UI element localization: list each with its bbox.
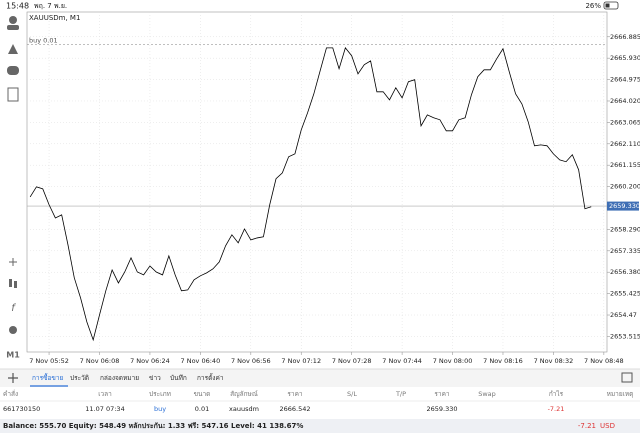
x-tick-label: 7 Nov 06:40 xyxy=(181,357,221,365)
column-header: ราคา xyxy=(434,390,449,398)
x-tick-label: 7 Nov 08:48 xyxy=(584,357,624,365)
chat-icon[interactable] xyxy=(7,66,19,75)
column-header: Swap xyxy=(478,390,496,398)
trade-table: คำสั่ง เวลา ประเภท ขนาด สัญลักษณ์ ราคา S/L T/P ร… xyxy=(0,389,640,413)
column-header: กำไร xyxy=(549,390,564,398)
account-summary: Balance: 555.70 Equity: 548.49 หลักประกั… xyxy=(3,422,303,430)
table-cell: -7.21 xyxy=(548,405,565,413)
price-label-box xyxy=(607,201,639,211)
candle-icon-2 xyxy=(14,281,17,288)
tab[interactable]: บันทึก xyxy=(170,374,187,382)
column-header: S/L xyxy=(347,390,357,398)
x-tick-label: 7 Nov 07:12 xyxy=(281,357,321,365)
battery-icon xyxy=(603,1,619,10)
y-tick-label: 2664.020 xyxy=(610,97,640,105)
price-line-series xyxy=(29,47,592,342)
tab[interactable]: ประวัติ xyxy=(70,374,89,382)
column-header: T/P xyxy=(395,390,406,398)
trade-icon[interactable] xyxy=(8,44,18,54)
table-cell: 2659.330 xyxy=(426,405,457,413)
x-tick-label: 7 Nov 08:32 xyxy=(534,357,574,365)
x-tick-label: 7 Nov 08:00 xyxy=(433,357,473,365)
table-cell: 2666.542 xyxy=(279,405,310,413)
y-tick-label: 2655.425 xyxy=(610,290,640,298)
timeframe[interactable]: M1 xyxy=(6,351,20,360)
chart: XAUUSDm, M1 2666.885 2665.930 2664.975 2664.… xyxy=(26,11,640,365)
y-tick-label: 2658.290 xyxy=(610,225,640,233)
account-icon[interactable] xyxy=(9,16,17,24)
y-tick-label: 2654.47 xyxy=(610,311,637,319)
battery-level: 26% xyxy=(585,2,601,10)
table-cell: 11.07 07:34 xyxy=(85,405,124,413)
order-line-label: buy 0.01 xyxy=(29,36,58,44)
x-tick-label: 7 Nov 07:44 xyxy=(382,357,422,365)
y-tick-label: 2657.335 xyxy=(610,247,640,255)
add-button[interactable] xyxy=(8,373,18,383)
y-tick-label: 2664.975 xyxy=(610,76,640,84)
tabs: การซื้อขาย ประวัติ กล่องจดหมาย ข่าว บันทึก กา… xyxy=(30,373,224,387)
y-tick-label: 2663.065 xyxy=(610,118,640,126)
x-tick-label: 7 Nov 06:24 xyxy=(130,357,170,365)
footer-profit: -7.21 xyxy=(578,422,596,430)
x-tick-label: 7 Nov 07:28 xyxy=(332,357,372,365)
plot-area xyxy=(26,11,608,353)
column-header: คำสั่ง xyxy=(3,389,18,398)
tab[interactable]: การซื้อขาย xyxy=(32,373,63,382)
column-header: ราคา xyxy=(287,390,302,398)
table-cell: xauusdm xyxy=(229,405,259,413)
indicator-icon[interactable]: f xyxy=(11,303,16,314)
table-cell: buy xyxy=(154,405,166,413)
column-header: ขนาด xyxy=(194,390,211,398)
tab[interactable]: ข่าว xyxy=(149,374,161,382)
chart-title: XAUUSDm, M1 xyxy=(29,14,80,22)
column-header: สัญลักษณ์ xyxy=(230,390,258,398)
column-header: หมายเหตุ xyxy=(607,390,634,398)
expand-button[interactable] xyxy=(621,372,633,383)
table-cell: 0.01 xyxy=(195,405,209,413)
left-toolbar: f xyxy=(7,16,19,334)
table-cell: 661730150 xyxy=(3,405,40,413)
status-time: 15:48 xyxy=(6,2,29,11)
y-tick-label: 2653.515 xyxy=(610,332,640,340)
footer-bar xyxy=(0,419,640,433)
x-tick-label: 7 Nov 05:52 xyxy=(29,357,69,365)
price-label: 2659.330 xyxy=(609,202,640,210)
y-tick-label: 2661.155 xyxy=(610,161,640,169)
tab-bar xyxy=(0,369,640,387)
account-icon-body xyxy=(7,25,19,30)
crosshair-icon[interactable] xyxy=(9,258,17,266)
footer-currency: USD xyxy=(600,422,615,430)
y-tick-label: 2660.200 xyxy=(610,183,640,191)
y-tick-label: 2665.930 xyxy=(610,54,640,62)
candle-icon[interactable] xyxy=(9,279,12,287)
new-order-icon[interactable] xyxy=(7,87,19,102)
objects-icon[interactable] xyxy=(9,326,17,334)
column-header: ประเภท xyxy=(149,390,171,398)
y-tick-label: 2656.380 xyxy=(610,268,640,276)
y-tick-label: 2662.110 xyxy=(610,140,640,148)
x-tick-label: 7 Nov 08:16 xyxy=(483,357,523,365)
tab[interactable]: การตั้งค่า xyxy=(197,373,224,382)
status-date: พฤ. 7 พ.ย. xyxy=(34,2,67,10)
x-tick-label: 7 Nov 06:56 xyxy=(231,357,271,365)
battery-fill xyxy=(605,3,610,8)
column-header: เวลา xyxy=(98,390,112,398)
x-tick-label: 7 Nov 06:08 xyxy=(80,357,120,365)
tab[interactable]: กล่องจดหมาย xyxy=(100,374,139,382)
y-tick-label: 2666.885 xyxy=(610,33,640,41)
